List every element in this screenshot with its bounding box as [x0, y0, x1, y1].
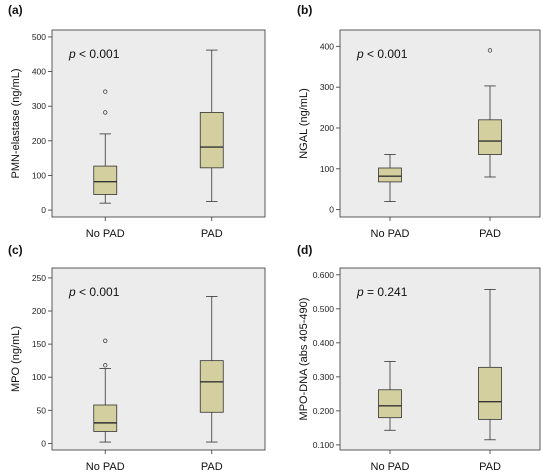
x-category-label: PAD — [479, 228, 501, 240]
panel-label: (a) — [8, 3, 23, 17]
panel-2: (b) 0 100 200 300 400 NGAL (ng/mL) p < 0.001 No … — [297, 3, 541, 240]
y-tick-label: 0.500 — [313, 304, 335, 314]
y-tick-label: 0.600 — [313, 270, 335, 280]
y-tick-label: 500 — [32, 32, 46, 42]
box-iqr — [93, 404, 118, 432]
y-tick-label: 0.300 — [313, 372, 335, 382]
panel-4: (d) 0.100 0.200 0.300 0.400 0.500 0.600 MPO-DNA… — [297, 243, 541, 473]
y-tick-label: 100 — [32, 372, 46, 382]
y-tick-label: 300 — [32, 101, 46, 111]
x-category-label: No PAD — [371, 461, 410, 473]
y-tick-label: 200 — [320, 123, 334, 133]
y-tick-label: 0 — [329, 205, 334, 215]
y-tick-label: 300 — [320, 82, 334, 92]
p-value-annotation: p = 0.241 — [356, 285, 408, 299]
y-tick-label: 400 — [32, 67, 46, 77]
outlier-point — [103, 363, 108, 368]
box-iqr — [478, 366, 502, 420]
y-tick-label: 50 — [37, 405, 47, 415]
box-iqr — [199, 360, 224, 413]
plot-area — [51, 29, 266, 218]
y-tick-label: 0.200 — [313, 406, 335, 416]
box-iqr — [378, 167, 402, 183]
outlier-point — [103, 89, 108, 94]
box-iqr — [93, 165, 118, 195]
x-category-label: PAD — [479, 461, 501, 473]
y-tick-label: 150 — [32, 339, 46, 349]
panel-3: (c) 0 50 100 150 200 250 MPO (ng/mL) p < 0.001 No… — [8, 243, 266, 473]
plot-area — [339, 29, 541, 218]
x-category-label: No PAD — [371, 228, 410, 240]
plot-area — [51, 267, 266, 451]
y-tick-label: 100 — [32, 170, 46, 180]
y-axis-label: MPO (ng/mL) — [10, 326, 22, 392]
y-tick-label: 0.400 — [313, 338, 335, 348]
y-tick-label: 0 — [41, 205, 46, 215]
y-axis-label: PMN-elastase (ng/mL) — [10, 68, 22, 178]
plot-area — [339, 267, 541, 451]
box-iqr — [478, 119, 502, 155]
x-category-label: No PAD — [86, 461, 125, 473]
x-category-label: PAD — [201, 228, 223, 240]
y-tick-label: 400 — [320, 41, 334, 51]
x-category-label: PAD — [201, 461, 223, 473]
outlier-point — [103, 110, 108, 115]
y-tick-label: 0.100 — [313, 440, 335, 450]
y-tick-label: 200 — [32, 306, 46, 316]
p-value-annotation: p < 0.001 — [356, 47, 408, 61]
box-iqr — [378, 389, 402, 419]
y-tick-label: 250 — [32, 273, 46, 283]
y-axis-label: MPO-DNA (abs 405-490) — [298, 298, 310, 421]
panel-label: (b) — [297, 3, 312, 17]
y-tick-label: 0 — [41, 438, 46, 448]
y-axis-label: NGAL (ng/mL) — [298, 88, 310, 159]
panel-1: (a) 0 100 200 300 400 500 PMN-elastase (ng/mL) p… — [8, 3, 266, 240]
y-tick-label: 100 — [320, 164, 334, 174]
outlier-point — [487, 48, 493, 53]
p-value-annotation: p < 0.001 — [68, 285, 120, 299]
x-category-label: No PAD — [86, 228, 125, 240]
y-tick-label: 200 — [32, 136, 46, 146]
outlier-point — [103, 338, 108, 343]
box-iqr — [199, 112, 224, 169]
p-value-annotation: p < 0.001 — [68, 47, 120, 61]
panel-label: (d) — [297, 243, 312, 257]
panel-label: (c) — [8, 243, 23, 257]
